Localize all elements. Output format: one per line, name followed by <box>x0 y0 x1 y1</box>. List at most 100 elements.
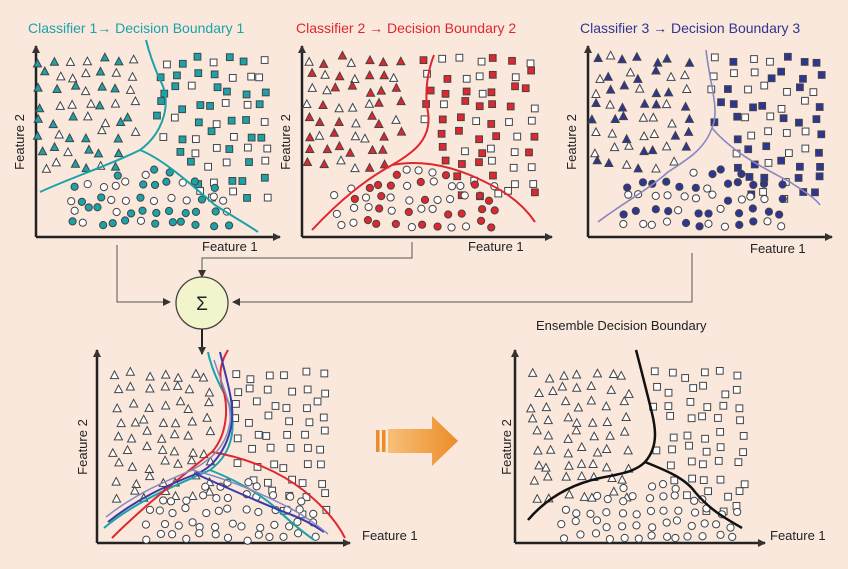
triangle-marker <box>527 367 538 377</box>
circle-marker <box>402 165 411 174</box>
circle-marker <box>265 532 274 542</box>
square-marker <box>187 81 196 90</box>
square-marker <box>458 160 466 168</box>
triangle-marker <box>605 99 615 109</box>
circle-marker <box>671 533 680 543</box>
triangle-marker <box>621 411 632 421</box>
circle-marker <box>150 165 159 174</box>
triangle-marker <box>379 159 390 169</box>
circle-marker <box>237 522 246 531</box>
circle-marker <box>639 219 648 229</box>
circle-marker <box>748 204 757 213</box>
triangle-marker <box>652 57 663 67</box>
triangle-marker <box>84 144 94 154</box>
triangle-marker <box>113 133 124 143</box>
circle-marker <box>97 193 106 202</box>
triangle-marker <box>557 381 568 391</box>
square-marker <box>420 115 429 124</box>
square-marker <box>666 461 675 470</box>
triangle-marker <box>113 383 124 394</box>
square-marker <box>321 389 329 398</box>
panel3-xlabel: Feature 1 <box>750 241 806 256</box>
triangle-marker <box>544 373 555 383</box>
triangle-marker <box>52 83 62 93</box>
square-marker <box>260 173 269 182</box>
panel3-axes <box>584 45 833 241</box>
square-marker <box>795 118 803 127</box>
triangle-marker <box>541 401 552 412</box>
square-marker <box>669 433 678 442</box>
circle-marker <box>375 204 384 213</box>
circle-marker <box>691 183 700 192</box>
circle-marker <box>311 532 320 541</box>
triangle-marker <box>548 385 558 396</box>
triangle-marker <box>65 56 76 66</box>
triangle-marker <box>126 433 137 443</box>
triangle-marker <box>379 70 390 80</box>
circle-marker <box>628 492 637 501</box>
triangle-marker <box>100 117 111 128</box>
triangle-marker <box>115 116 126 127</box>
circle-marker <box>138 206 147 215</box>
triangle-marker <box>617 102 628 112</box>
triangle-marker <box>51 157 62 167</box>
circle-marker <box>764 207 774 216</box>
square-marker <box>438 115 447 124</box>
square-marker <box>811 188 819 197</box>
square-marker <box>257 133 266 142</box>
triangle-marker <box>662 53 672 63</box>
circle-marker <box>113 171 122 180</box>
circle-marker <box>149 196 159 206</box>
circle-marker <box>83 180 92 189</box>
square-marker <box>316 445 325 454</box>
square-marker <box>301 430 309 439</box>
ensemble-boundary <box>527 349 743 530</box>
triangle-marker <box>191 368 201 378</box>
square-marker <box>529 180 538 188</box>
square-marker <box>488 100 496 109</box>
square-marker <box>703 403 712 411</box>
square-marker <box>441 156 450 165</box>
panel2-xlabel: Feature 1 <box>468 239 524 254</box>
square-marker <box>724 492 732 501</box>
square-marker <box>715 366 724 375</box>
square-marker <box>766 112 775 121</box>
triangle-marker <box>114 457 124 467</box>
square-marker <box>815 148 823 157</box>
triangle-marker <box>186 455 197 465</box>
circle-marker <box>647 531 656 540</box>
circle-marker <box>107 195 116 205</box>
square-marker <box>453 172 462 181</box>
square-marker <box>719 401 728 410</box>
circle-marker <box>605 535 614 544</box>
triangle-marker <box>67 99 78 109</box>
triangle-marker <box>130 95 141 106</box>
triangle-marker <box>204 486 215 496</box>
circle-marker <box>734 209 744 218</box>
triangle-marker <box>204 387 215 397</box>
square-marker <box>455 126 463 135</box>
triangle-marker <box>579 491 590 501</box>
square-marker <box>681 374 690 382</box>
ensemble-xlabel: Feature 1 <box>770 528 826 543</box>
circle-marker <box>429 177 438 186</box>
square-marker <box>687 457 696 466</box>
triangle-marker <box>99 52 110 62</box>
square-marker <box>492 132 501 141</box>
square-marker <box>298 479 307 487</box>
square-marker <box>321 489 329 497</box>
square-marker <box>317 460 325 469</box>
square-marker <box>733 135 742 144</box>
triangle-marker <box>532 425 543 435</box>
square-marker <box>263 385 272 394</box>
circle-marker <box>648 523 657 532</box>
triangle-marker <box>127 461 138 471</box>
square-marker <box>511 73 520 82</box>
circle-marker <box>111 181 120 190</box>
circle-marker <box>694 209 703 218</box>
triangle-marker <box>334 116 345 126</box>
triangle-marker <box>649 128 660 138</box>
square-marker <box>264 411 273 420</box>
triangle-marker <box>204 396 214 407</box>
square-marker <box>304 444 312 452</box>
